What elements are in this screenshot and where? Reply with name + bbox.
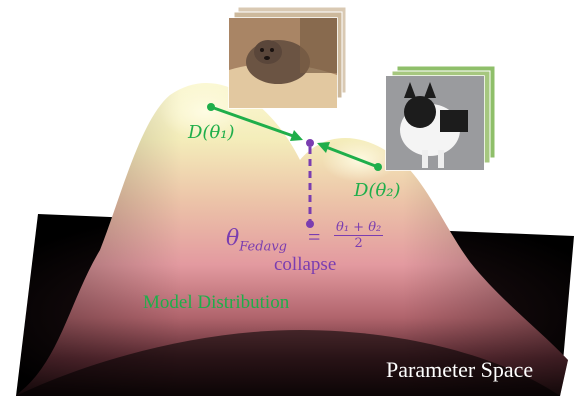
label-parameter-space: Parameter Space bbox=[386, 357, 534, 382]
dog-photo-terrier bbox=[228, 6, 347, 109]
label-d-theta1: D(θ₁) bbox=[188, 122, 235, 143]
label-d-theta2: D(θ₂) bbox=[354, 180, 401, 201]
label-average-fraction: θ₁ + θ₂ 2 bbox=[334, 220, 384, 251]
arrow-d-theta2 bbox=[317, 142, 382, 171]
arrow-d-theta1 bbox=[207, 103, 303, 141]
label-theta-fedavg: θFedavg bbox=[226, 226, 287, 255]
label-collapse: collapse bbox=[274, 254, 337, 275]
label-model-distribution: Model Distribution bbox=[143, 292, 290, 313]
collapse-line bbox=[306, 139, 314, 228]
dog-photo-french-bulldog bbox=[385, 65, 496, 171]
label-equals: = bbox=[308, 224, 321, 249]
